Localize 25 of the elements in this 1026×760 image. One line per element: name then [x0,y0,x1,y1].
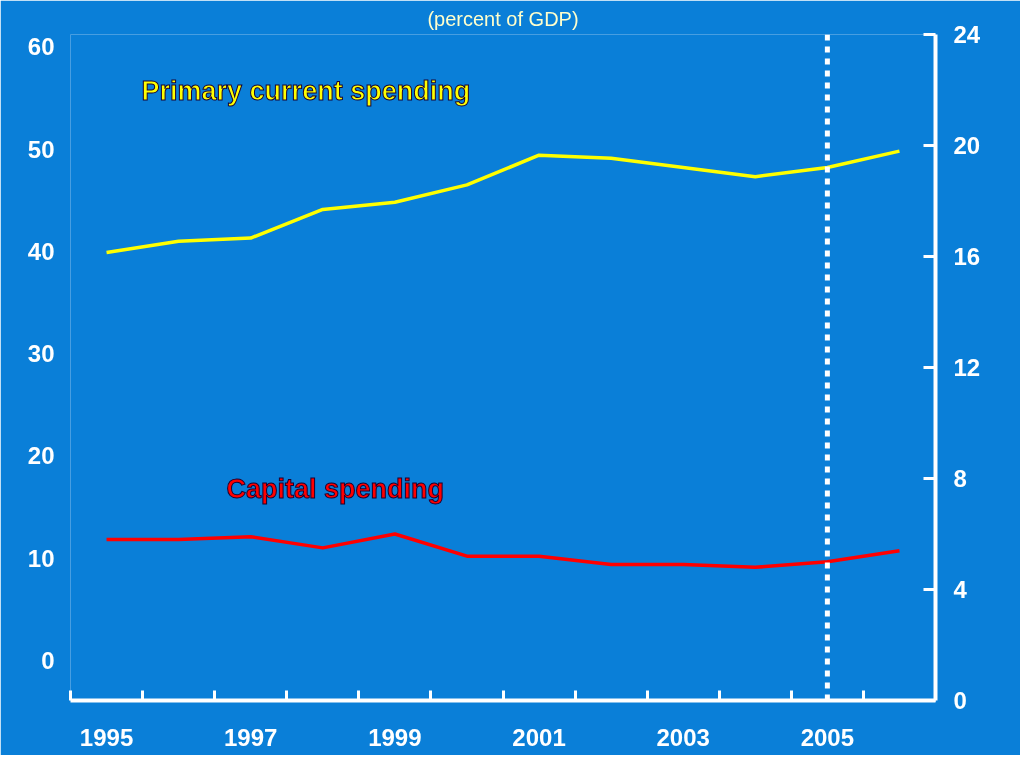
y2-tick-label: 8 [953,465,967,492]
y-tick-label: 0 [41,647,55,675]
y-tick-label: 50 [27,135,55,163]
y2-tick-label: 0 [953,687,967,714]
y-tick-label: 40 [27,237,55,265]
y-tick-label: 60 [27,33,55,61]
x-tick-label: 1995 [79,723,134,751]
x-tick-label: 2003 [656,723,710,751]
x-tick-label: 2005 [800,723,855,751]
line-series [104,532,902,570]
chart-title: (percent of GDP) [427,7,579,30]
y-tick-label: 10 [27,544,55,572]
y2-tick-label: 4 [953,576,968,603]
y2-tick-label: 16 [953,243,981,270]
y-tick-label: 30 [27,340,55,368]
line-series [104,149,902,255]
x-tick-label: 1997 [224,723,278,751]
text: Primary current spending [141,76,471,107]
y-tick-label: 20 [27,442,55,470]
y2-tick-label: 20 [953,132,981,159]
x-tick-label: 2001 [512,723,566,751]
series-label: Capital spending [226,474,445,504]
y2-tick-label: 12 [953,354,981,381]
x-tick-label: 1999 [368,723,422,751]
y2-tick-label: 24 [953,21,981,48]
